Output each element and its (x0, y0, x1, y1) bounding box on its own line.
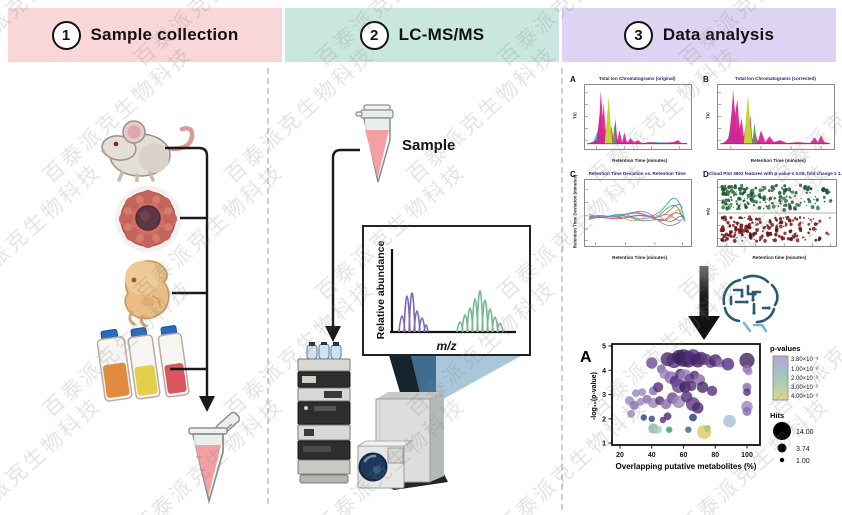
bubble-panel-letter: A (580, 349, 592, 366)
header-step-1: 1 Sample collection (8, 8, 282, 62)
svg-text:100: 100 (741, 452, 753, 459)
hits-large-dot (773, 422, 791, 440)
sample-label: Sample (402, 137, 456, 154)
sample-tube-icon (355, 104, 394, 183)
step-1-number-badge: 1 (51, 20, 81, 50)
panel-c-title: Retention Time Deviation vs. Retention T… (588, 171, 686, 176)
step-3-label: Data analysis (662, 25, 775, 44)
panel-b-ylabel: TIC (705, 111, 711, 119)
panel-d-title: Cloud Plot 3602 features with p-value ≤ … (708, 171, 842, 176)
lc-instrument-icon (297, 342, 351, 484)
step-2-number-badge: 2 (359, 20, 389, 50)
left-connector-arrow (165, 146, 215, 412)
svg-text:5: 5 (602, 344, 606, 351)
bubble-xlabel: Overlapping putative metabolites (%) (616, 462, 757, 471)
mass-spectrum-plot (390, 249, 516, 334)
panel-a-letter: A (570, 75, 576, 84)
cell-icon (115, 186, 181, 252)
panel-c-letter: C (570, 170, 576, 179)
panel-d-ylabel: m/z (705, 207, 711, 215)
panel-c-plot (584, 179, 692, 247)
bubble-plot: A 5 4 3 2 1 20 40 60 80 100 -log₁₀(p-val… (580, 343, 819, 471)
svg-text:3.00×10⁻²: 3.00×10⁻² (791, 385, 818, 391)
header-step-2: 2 LC-MS/MS (285, 8, 559, 62)
middle-connector-arrow (325, 148, 360, 342)
hits-small-dot (779, 457, 785, 463)
bubble-ylabel: -log₁₀(p-value) (591, 372, 598, 420)
svg-text:1: 1 (602, 441, 606, 448)
panel-tic-corrected: B Total Ion Chromatograms (corrected) Re… (701, 72, 839, 165)
spectrum-ylabel: Relative abundance (375, 240, 387, 340)
svg-text:3.74: 3.74 (796, 446, 810, 453)
header-step-3: 3 Data analysis (562, 8, 836, 62)
culture-flasks-icon (96, 325, 190, 402)
svg-text:80: 80 (711, 452, 719, 459)
panel-b-title: Total Ion Chromatograms (corrected) (735, 76, 816, 81)
panel-tic-original: A Total Ion Chromatograms (original) Ret… (568, 72, 696, 165)
svg-text:2: 2 (602, 416, 606, 423)
pvalues-gradient-bar (772, 355, 789, 401)
svg-text:2.00×10⁻²: 2.00×10⁻² (791, 376, 818, 382)
panel-a-plot (584, 84, 692, 150)
svg-text:4.00×10⁻²: 4.00×10⁻² (791, 394, 818, 400)
svg-text:40: 40 (648, 452, 656, 459)
circuit-brain-icon (722, 274, 779, 333)
down-arrow-icon (688, 266, 720, 340)
svg-text:60: 60 (680, 452, 688, 459)
hits-legend-title: Hits (770, 411, 784, 420)
svg-text:3.80×10⁻⁵: 3.80×10⁻⁵ (791, 356, 819, 363)
panel-b-letter: B (703, 75, 709, 84)
column-divider-1 (267, 68, 269, 504)
mass-spectrometer-icon (356, 392, 448, 490)
step-3-number-badge: 3 (623, 20, 653, 50)
svg-text:20: 20 (616, 452, 624, 459)
panel-a-ylabel: TIC (572, 111, 578, 119)
panel-c-ylabel: Retention Time Deviation (minutes) (572, 174, 578, 249)
collection-tube-icon (188, 412, 241, 505)
step-1-label: Sample collection (90, 25, 239, 44)
svg-text:14.00: 14.00 (796, 429, 814, 436)
panel-b-plot (717, 84, 835, 150)
hits-medium-dot (777, 443, 787, 453)
panel-d-letter: D (703, 170, 709, 179)
embryo-icon (124, 260, 170, 328)
panel-a-title: Total Ion Chromatograms (original) (598, 76, 676, 81)
mass-spectrum-inset: Relative abundance m/z (362, 225, 531, 356)
panel-d-plot (717, 179, 837, 247)
bubble-dots (625, 349, 755, 440)
pvalues-legend-title: p-values (770, 344, 800, 353)
panel-rt-deviation: C Retention Time Deviation vs. Retention… (568, 167, 696, 262)
svg-text:4: 4 (602, 368, 606, 375)
workflow-header: 1 Sample collection 2 LC-MS/MS 3 Data an… (8, 8, 836, 62)
mouse-icon (101, 120, 195, 182)
panel-c-xlabel: Retention Time (minutes) (612, 255, 668, 260)
panel-d-xlabel: Retention time (minutes) (752, 255, 807, 260)
step-2-label: LC-MS/MS (398, 25, 485, 44)
panel-cloud-plot: D Cloud Plot 3602 features with p-value … (701, 167, 842, 262)
svg-text:1.00×10⁻²: 1.00×10⁻² (791, 367, 818, 373)
svg-text:1.00: 1.00 (796, 458, 810, 465)
column-divider-2 (561, 68, 563, 510)
spectrum-xlabel: m/z (436, 339, 457, 353)
panel-b-xlabel: Retention Time (minutes) (750, 158, 806, 163)
svg-text:3: 3 (602, 392, 606, 399)
panel-a-xlabel: Retention Time (minutes) (612, 158, 668, 163)
